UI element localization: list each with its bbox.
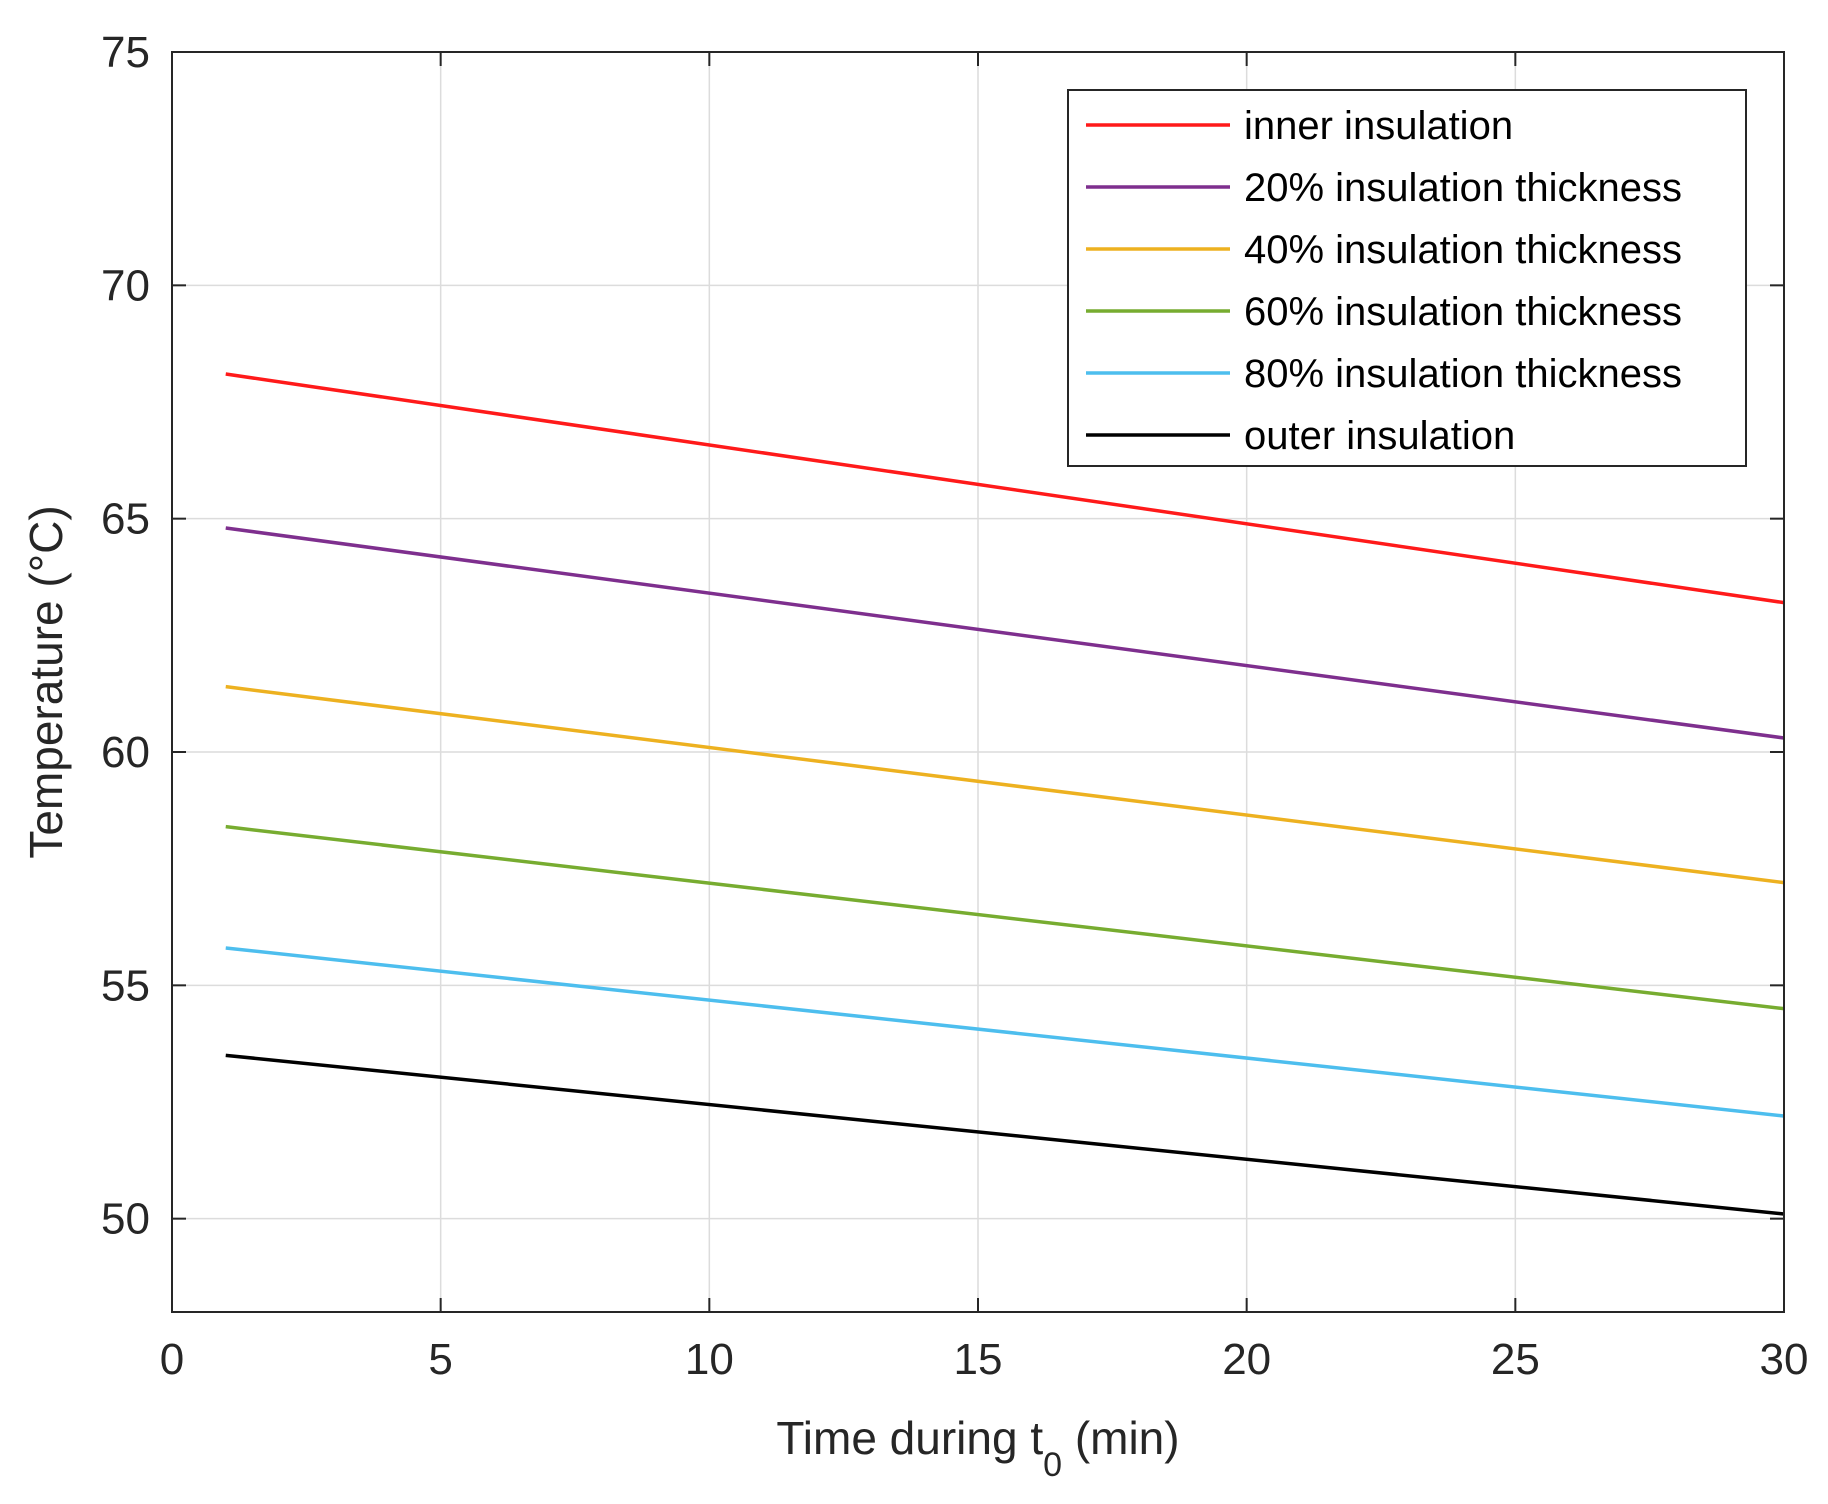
- legend: inner insulation 20% insulation thickness…: [1067, 89, 1747, 467]
- series-line-2: [225, 684, 1785, 885]
- series-line-5: [225, 1053, 1785, 1216]
- x-tick-label: 15: [954, 1335, 1003, 1384]
- x-tick-label: 5: [428, 1335, 452, 1384]
- legend-label-5: outer insulation: [1244, 414, 1515, 458]
- legend-items: inner insulation 20% insulation thickness…: [1086, 104, 1682, 458]
- series-line-1: [225, 526, 1785, 740]
- legend-label-1: 20% insulation thickness: [1244, 166, 1682, 210]
- y-tick-labels: 50 55 60 65 70 75: [101, 28, 150, 1244]
- x-tick-label: 30: [1760, 1335, 1809, 1384]
- series-line-3: [225, 824, 1785, 1011]
- x-tick-label: 25: [1491, 1335, 1540, 1384]
- ticks: [171, 51, 1785, 1312]
- y-tick-label: 65: [101, 495, 150, 544]
- legend-label-4: 80% insulation thickness: [1244, 352, 1682, 396]
- y-axis-label: Temperature (°C): [20, 505, 72, 858]
- legend-label-2: 40% insulation thickness: [1244, 228, 1682, 272]
- series-line-0: [225, 372, 1785, 605]
- series-line-4: [225, 946, 1785, 1118]
- legend-box: [1067, 89, 1747, 467]
- x-tick-label: 20: [1222, 1335, 1271, 1384]
- x-tick-labels: 0 5 10 15 20 25 30: [160, 1335, 1809, 1384]
- series-layer: [225, 372, 1785, 1216]
- x-tick-label: 0: [160, 1335, 184, 1384]
- legend-label-3: 60% insulation thickness: [1244, 290, 1682, 334]
- y-tick-label: 50: [101, 1195, 150, 1244]
- y-tick-label: 55: [101, 961, 150, 1010]
- x-axis-label: Time during t0 (min): [776, 1412, 1179, 1484]
- y-tick-label: 75: [101, 28, 150, 77]
- y-tick-label: 60: [101, 728, 150, 777]
- x-tick-label: 10: [685, 1335, 734, 1384]
- legend-label-0: inner insulation: [1244, 104, 1513, 148]
- x-axis-label-subscript: 0: [1043, 1446, 1062, 1484]
- y-tick-label: 70: [101, 261, 150, 310]
